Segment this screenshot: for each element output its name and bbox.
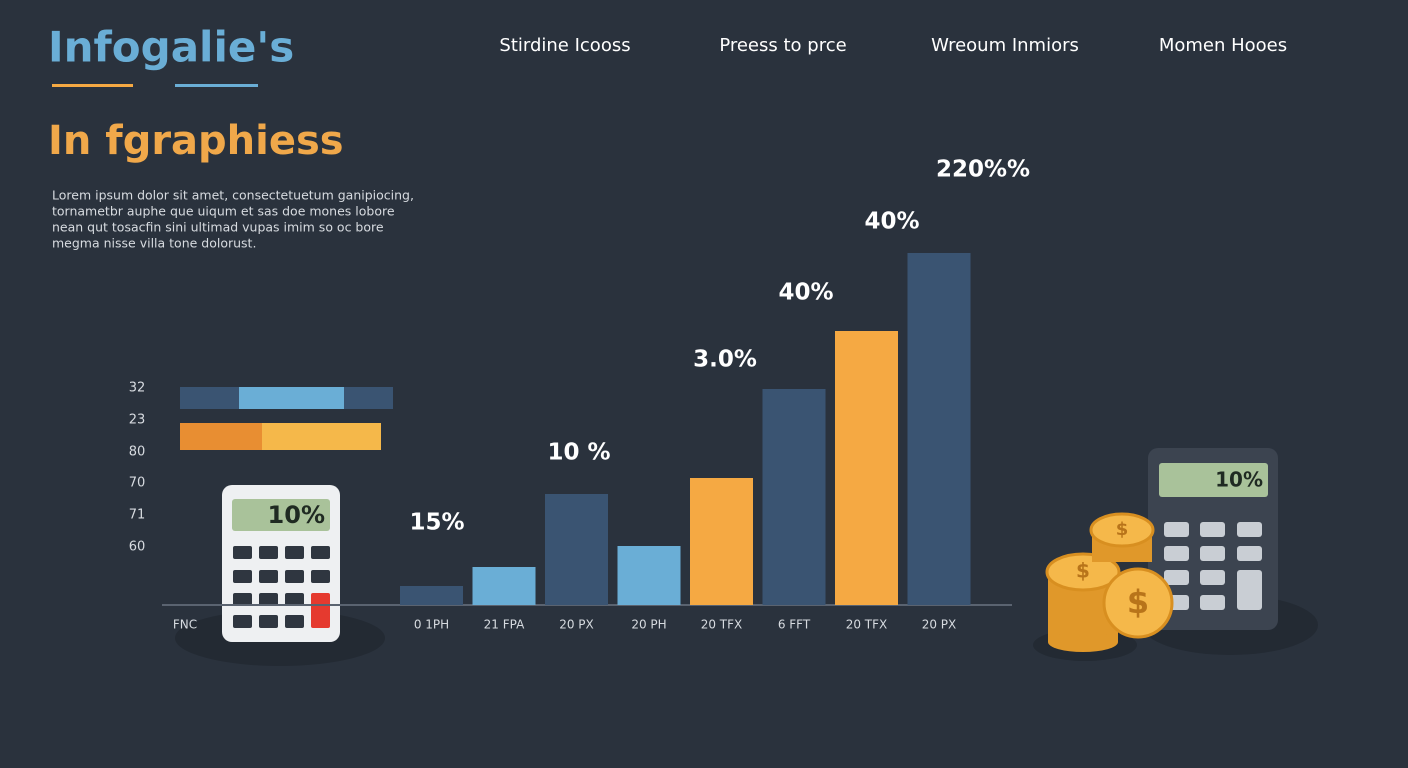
- logo-underline: [52, 84, 133, 87]
- bar: [472, 567, 536, 605]
- x-tick-label: 20 PH: [631, 618, 666, 632]
- bar: [907, 253, 971, 605]
- x-tick-label: 20 TFX: [701, 618, 743, 632]
- annotation: 3.0%: [693, 347, 757, 373]
- deco-bar: [180, 423, 262, 450]
- annotation: 220%%: [936, 157, 1030, 183]
- paragraph-line: tornametbr auphe que uiqum et sas doe mo…: [52, 204, 395, 219]
- bar: [690, 478, 753, 605]
- left-label: FNC: [173, 618, 197, 632]
- coin-stack: [1045, 512, 1174, 652]
- side-label: 32: [129, 381, 146, 396]
- coin-symbol: $: [1127, 583, 1149, 621]
- paragraph-line: megma nisse villa tone dolorust.: [52, 236, 256, 251]
- x-tick-label: 20 TFX: [846, 618, 888, 632]
- side-label: 23: [129, 413, 146, 428]
- x-tick-label: 21 FPA: [484, 618, 525, 632]
- x-tick-label: 20 PX: [922, 618, 957, 632]
- nav-item[interactable]: Momen Hooes: [1159, 35, 1287, 56]
- annotation: 40%: [778, 280, 833, 306]
- nav-item[interactable]: Stirdine Icooss: [499, 35, 630, 56]
- coin-symbol: $: [1116, 519, 1129, 540]
- calculator-keys: [1164, 522, 1262, 610]
- paragraph-line: Lorem ipsum dolor sit amet, consectetuet…: [52, 188, 414, 203]
- calculator-display: 10%: [1215, 468, 1263, 492]
- annotation: 10 %: [547, 440, 610, 466]
- side-label: 60: [129, 540, 146, 555]
- annotation: 40%: [864, 209, 919, 235]
- bar: [545, 494, 608, 605]
- nav-item[interactable]: Wreoum Inmiors: [931, 35, 1079, 56]
- calculator-display: 10%: [268, 501, 325, 529]
- side-label: 80: [129, 445, 146, 460]
- logo: Infogalie's: [48, 23, 294, 72]
- coin-symbol: $: [1076, 559, 1090, 583]
- bar: [835, 331, 898, 605]
- bar: [400, 586, 463, 605]
- calculator-screen: [1159, 463, 1268, 497]
- deco-bar: [239, 387, 344, 409]
- logo-underline: [175, 84, 258, 87]
- nav-item[interactable]: Preess to prce: [719, 35, 846, 56]
- x-tick-label: 20 PX: [559, 618, 594, 632]
- x-tick-label: 6 FFT: [778, 618, 811, 632]
- paragraph-line: nean qut tosacfin sini ultimad vupas imi…: [52, 220, 384, 235]
- side-label: 71: [129, 508, 146, 523]
- heading: In fgraphiess: [48, 118, 344, 164]
- bar: [617, 546, 681, 605]
- x-tick-label: 0 1PH: [414, 618, 449, 632]
- annotation: 15%: [409, 510, 464, 536]
- side-label: 70: [129, 476, 146, 491]
- calculator-keys: [233, 546, 330, 628]
- bar: [762, 389, 826, 605]
- calculator-screen: [232, 499, 330, 531]
- calculator-key: [311, 593, 330, 628]
